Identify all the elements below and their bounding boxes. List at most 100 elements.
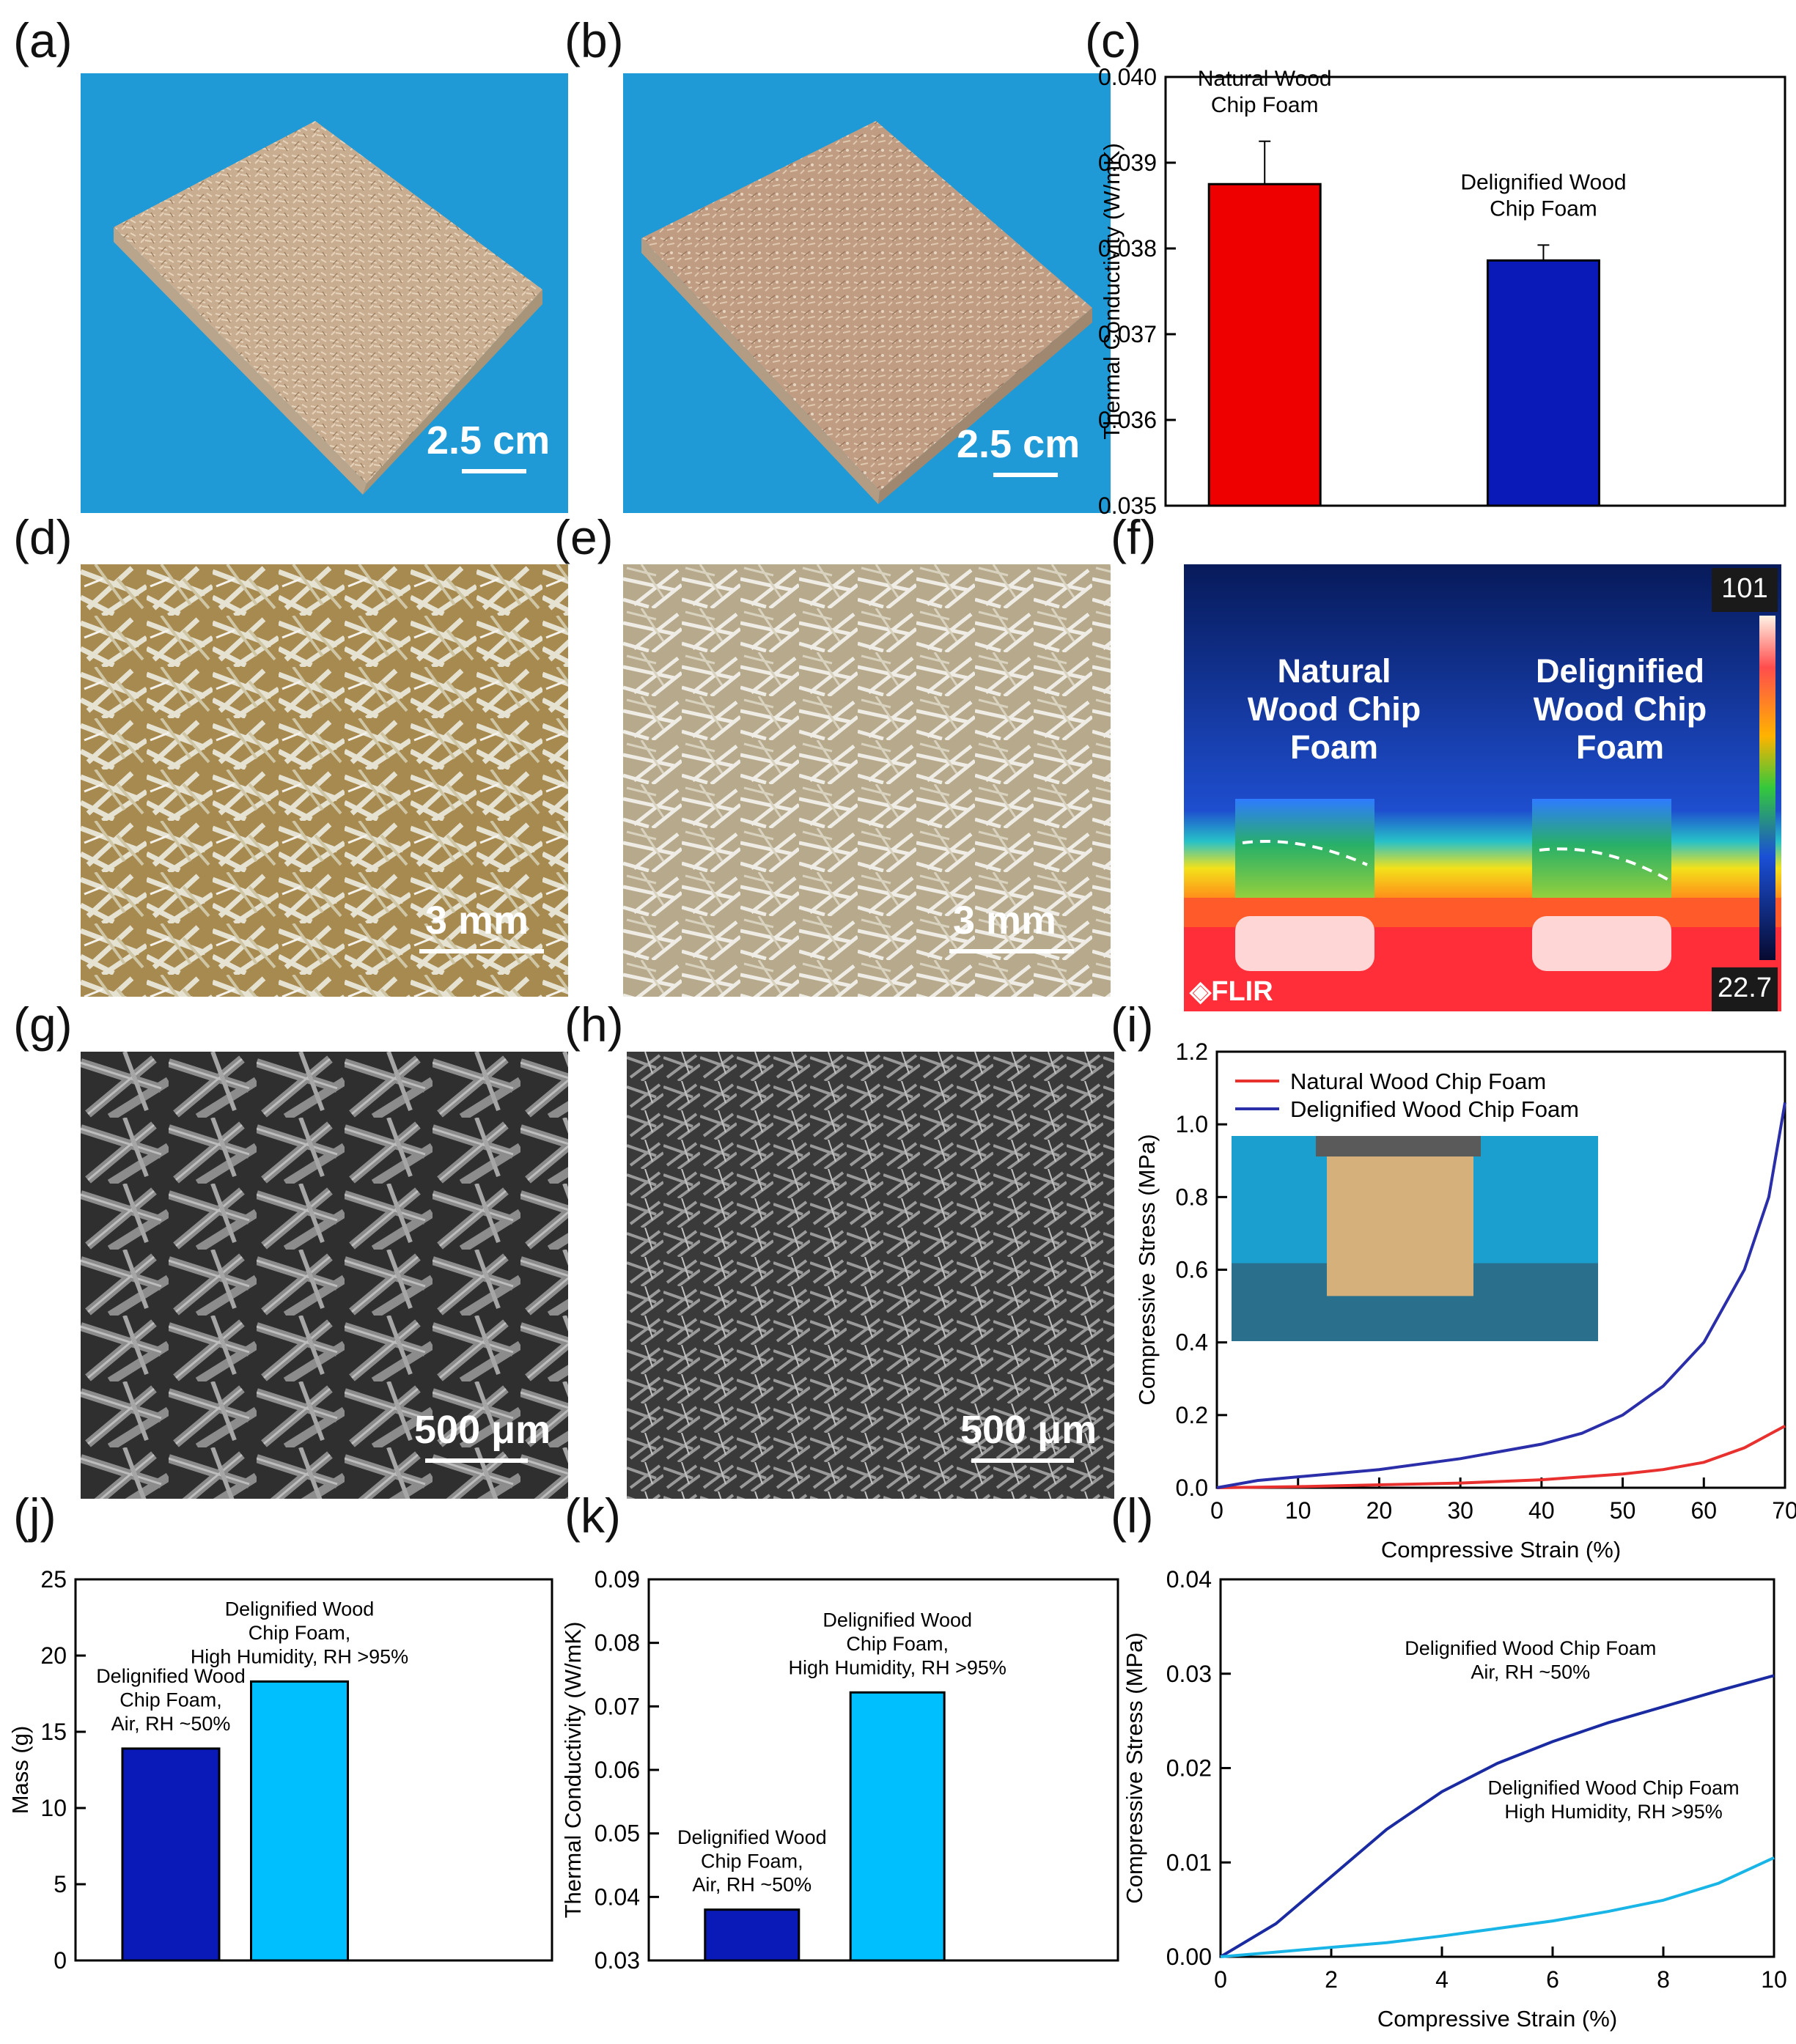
series-annotation: High Humidity, RH >95% [1504, 1801, 1722, 1823]
chart-svg: 0.03 0.04 0.05 0.06 0.07 0.08 0.09 Thermal Cond… [560, 1566, 1119, 1974]
bar [250, 1680, 349, 1962]
bar-label: Delignified Wood [677, 1826, 827, 1848]
thermal-label-delignified-line3: Foam [1575, 728, 1664, 766]
sem-delignified-foam: 500 μm [627, 1052, 1114, 1499]
y-tick-label: 10 [40, 1795, 67, 1821]
x-tick-label: 6 [1546, 1966, 1559, 1993]
scale-label-h: 500 μm [960, 1408, 1097, 1452]
chart-compressive-i: 0.0 0.2 0.4 0.6 0.8 1.0 1.2 Compressive Stress … [1129, 1038, 1796, 1568]
thermal-label-delignified-line2: Wood Chip [1533, 690, 1707, 728]
scale-label-d: 3 mm [425, 899, 529, 942]
thermal-label-natural-line3: Foam [1289, 728, 1378, 766]
bar [849, 1691, 946, 1962]
scale-bar-g [425, 1458, 528, 1463]
panel-label-e: (e) [554, 510, 614, 564]
micrograph-natural-foam: 3 mm [81, 564, 568, 997]
chart-svg: 0.0 0.2 0.4 0.6 0.8 1.0 1.2 Compressive Stress … [1134, 1038, 1796, 1562]
thermal-label-delignified-line1: Delignified [1535, 652, 1704, 690]
series-line [1219, 1674, 1775, 1958]
bar-label: Delignified Wood [225, 1598, 375, 1620]
y-tick-label: 0.04 [595, 1883, 640, 1910]
panel-label-j: (j) [13, 1488, 56, 1543]
x-tick-label: 8 [1657, 1966, 1670, 1993]
scale-bar-a [462, 469, 526, 473]
chart-thermal-conductivity-c: 0.035 0.036 0.037 0.038 0.039 0.040 Thermal Co… [1098, 64, 1796, 520]
y-tick-label: 0.02 [1166, 1755, 1212, 1782]
bar-label: Chip Foam, [249, 1622, 351, 1644]
y-tick-label: 25 [40, 1566, 67, 1593]
series-annotation: Delignified Wood Chip Foam [1487, 1777, 1739, 1799]
thermal-min-value: 22.7 [1718, 973, 1772, 1003]
x-tick-label: 10 [1761, 1966, 1787, 1993]
y-axis-label: Compressive Stress (MPa) [1134, 1134, 1160, 1405]
x-tick-label: 70 [1772, 1497, 1796, 1524]
y-tick-label: 0.8 [1176, 1184, 1208, 1210]
plot-frame [1164, 75, 1786, 507]
bar-label: Air, RH ~50% [692, 1874, 811, 1896]
series-annotation: Air, RH ~50% [1471, 1661, 1590, 1683]
y-tick-label: 0.039 [1098, 150, 1157, 176]
series-annotation: Delignified Wood Chip Foam [1405, 1637, 1656, 1659]
thermal-label-natural-line2: Wood Chip [1247, 690, 1421, 728]
chart-mass-j: 0 5 10 15 20 25 Mass (g) Delignified Wood Chip F… [7, 1546, 579, 2044]
panel-label-b: (b) [564, 13, 624, 67]
x-tick-label: 0 [1214, 1966, 1227, 1993]
thermal-label-natural: Natural Wood Chip Foam [1224, 652, 1444, 767]
y-tick-label: 0.09 [595, 1566, 640, 1593]
panel-label-a: (a) [13, 13, 73, 67]
x-axis-label: Compressive Strain (%) [1381, 1537, 1621, 1562]
thermal-max-value: 101 [1721, 573, 1768, 604]
flir-logo-text: FLIR [1211, 976, 1273, 1007]
y-tick-label: 0.08 [595, 1630, 640, 1656]
y-tick-label: 0.03 [595, 1947, 640, 1974]
panel-label-h: (h) [564, 997, 624, 1052]
y-axis-label: Mass (g) [7, 1726, 33, 1815]
scale-label-b: 2.5 cm [957, 422, 1081, 466]
panel-label-k: (k) [564, 1488, 621, 1543]
y-tick-label: 0.6 [1176, 1257, 1208, 1283]
bar [704, 1908, 801, 1962]
scale-bar-h [971, 1458, 1074, 1463]
panel-label-f: (f) [1111, 510, 1157, 564]
bar-label: Chip Foam, [846, 1633, 949, 1655]
bar-label: High Humidity, RH >95% [789, 1656, 1006, 1678]
y-tick-label: 0.03 [1166, 1661, 1212, 1687]
y-tick-label: 0.06 [595, 1757, 640, 1783]
x-axis-label: Compressive Strain (%) [1377, 2006, 1617, 2032]
y-axis-label: Thermal Conductivity (W/mK) [1099, 143, 1125, 440]
y-tick-label: 0.038 [1098, 235, 1157, 262]
flir-logo-icon: ◈ [1190, 976, 1212, 1007]
panel-label-l: (l) [1111, 1488, 1154, 1543]
y-tick-label: 0.00 [1166, 1944, 1212, 1970]
y-tick-label: 0 [54, 1947, 67, 1974]
bar-label: High Humidity, RH >95% [191, 1645, 408, 1667]
bar [1486, 259, 1600, 507]
chart-compressive-l: 0.00 0.01 0.02 0.03 0.04 Compressive Stress (… [1122, 1546, 1796, 2044]
chart-svg: 0.00 0.01 0.02 0.03 0.04 Compressive Stress (… [1122, 1566, 1787, 2032]
y-tick-label: 0.05 [595, 1820, 640, 1847]
bar [121, 1747, 221, 1962]
y-tick-label: 0.035 [1098, 492, 1157, 519]
bar-label: Delignified Wood [96, 1665, 246, 1687]
thermal-label-natural-line1: Natural [1277, 652, 1391, 690]
panel-label-g: (g) [13, 997, 73, 1052]
bar [1207, 182, 1322, 507]
y-tick-label: 0.037 [1098, 321, 1157, 347]
inset-press-plate [1316, 1136, 1481, 1156]
bar-label: Natural Wood [1198, 67, 1332, 91]
scale-label-e: 3 mm [953, 899, 1057, 942]
panel-label-c: (c) [1085, 13, 1141, 67]
panel-label-i: (i) [1111, 997, 1154, 1052]
legend-label: Natural Wood Chip Foam [1290, 1069, 1546, 1094]
y-tick-label: 1.2 [1176, 1038, 1208, 1065]
x-tick-label: 40 [1528, 1497, 1555, 1524]
y-tick-label: 1.0 [1176, 1111, 1208, 1137]
panel-label-d: (d) [13, 510, 73, 564]
y-tick-label: 0.04 [1166, 1566, 1212, 1593]
x-tick-label: 30 [1447, 1497, 1473, 1524]
y-tick-label: 0.0 [1176, 1475, 1208, 1501]
legend-label: Delignified Wood Chip Foam [1290, 1096, 1579, 1122]
bar-label: Chip Foam, [119, 1689, 222, 1711]
x-tick-label: 4 [1435, 1966, 1449, 1993]
